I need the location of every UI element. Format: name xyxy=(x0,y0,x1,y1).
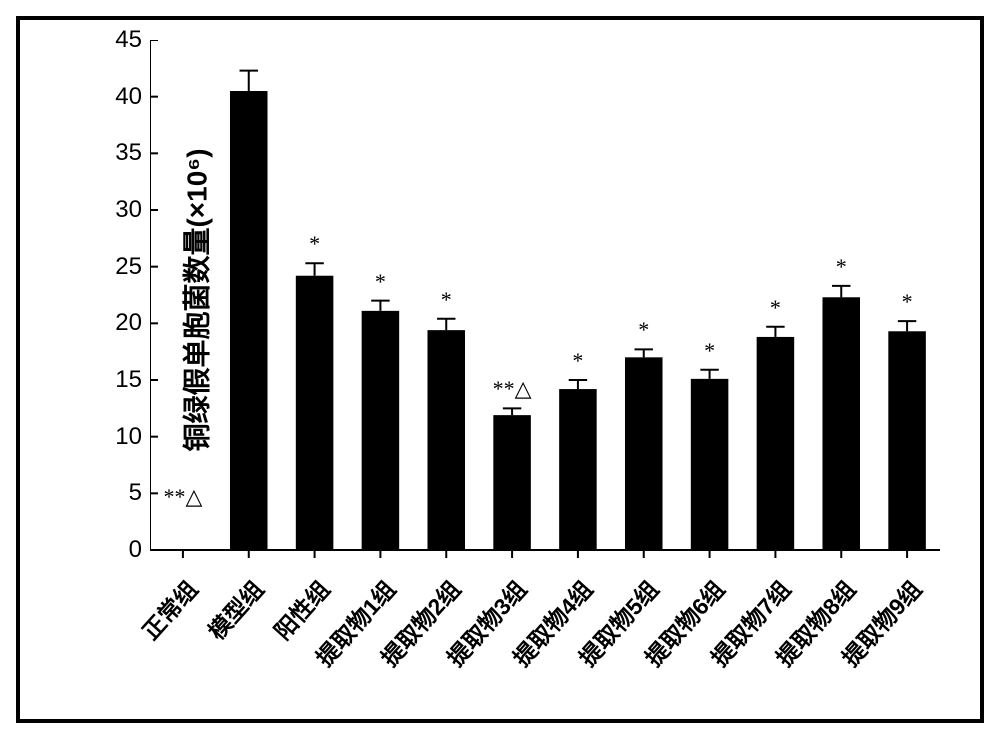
y-tick-label: 0 xyxy=(129,536,142,564)
bar xyxy=(362,311,400,550)
bar xyxy=(559,389,597,550)
figure-frame: 铜绿假单胞菌数量(×10⁶) 051015202530354045 **△***… xyxy=(0,0,1000,739)
bar xyxy=(625,357,663,550)
significance-label: * xyxy=(375,269,386,295)
y-tick-label: 45 xyxy=(115,26,142,54)
significance-label: **△ xyxy=(493,376,532,402)
significance-label: * xyxy=(770,295,781,321)
x-axis-labels: 正常组模型组阳性组提取物1组提取物2组提取物3组提取物4组提取物5组提取物6组提… xyxy=(150,560,940,720)
y-tick-label: 30 xyxy=(115,196,142,224)
y-tick-label: 40 xyxy=(115,83,142,111)
plot-area: **△ * * * **△ * * * * * * xyxy=(150,40,940,550)
significance-label: * xyxy=(309,231,320,257)
bar xyxy=(822,297,860,550)
bar xyxy=(888,331,926,550)
y-tick-label: 10 xyxy=(115,423,142,451)
significance-label: * xyxy=(572,348,583,374)
y-tick-label: 15 xyxy=(115,366,142,394)
significance-label: * xyxy=(836,254,847,280)
significance-label: * xyxy=(441,287,452,313)
bar xyxy=(691,379,729,550)
significance-label: * xyxy=(902,289,913,315)
chart-svg xyxy=(150,40,940,558)
y-axis-labels: 051015202530354045 xyxy=(98,40,144,550)
y-tick-label: 35 xyxy=(115,139,142,167)
y-tick-label: 20 xyxy=(115,309,142,337)
bar xyxy=(493,415,531,550)
bar xyxy=(427,330,465,550)
bar xyxy=(230,91,268,550)
significance-label: * xyxy=(704,338,715,364)
x-category-label: 模型组 xyxy=(199,572,270,646)
significance-label: * xyxy=(638,317,649,343)
y-tick-label: 5 xyxy=(129,479,142,507)
y-tick-label: 25 xyxy=(115,253,142,281)
bar xyxy=(296,276,334,550)
bar xyxy=(757,337,795,550)
significance-label: **△ xyxy=(163,484,202,510)
